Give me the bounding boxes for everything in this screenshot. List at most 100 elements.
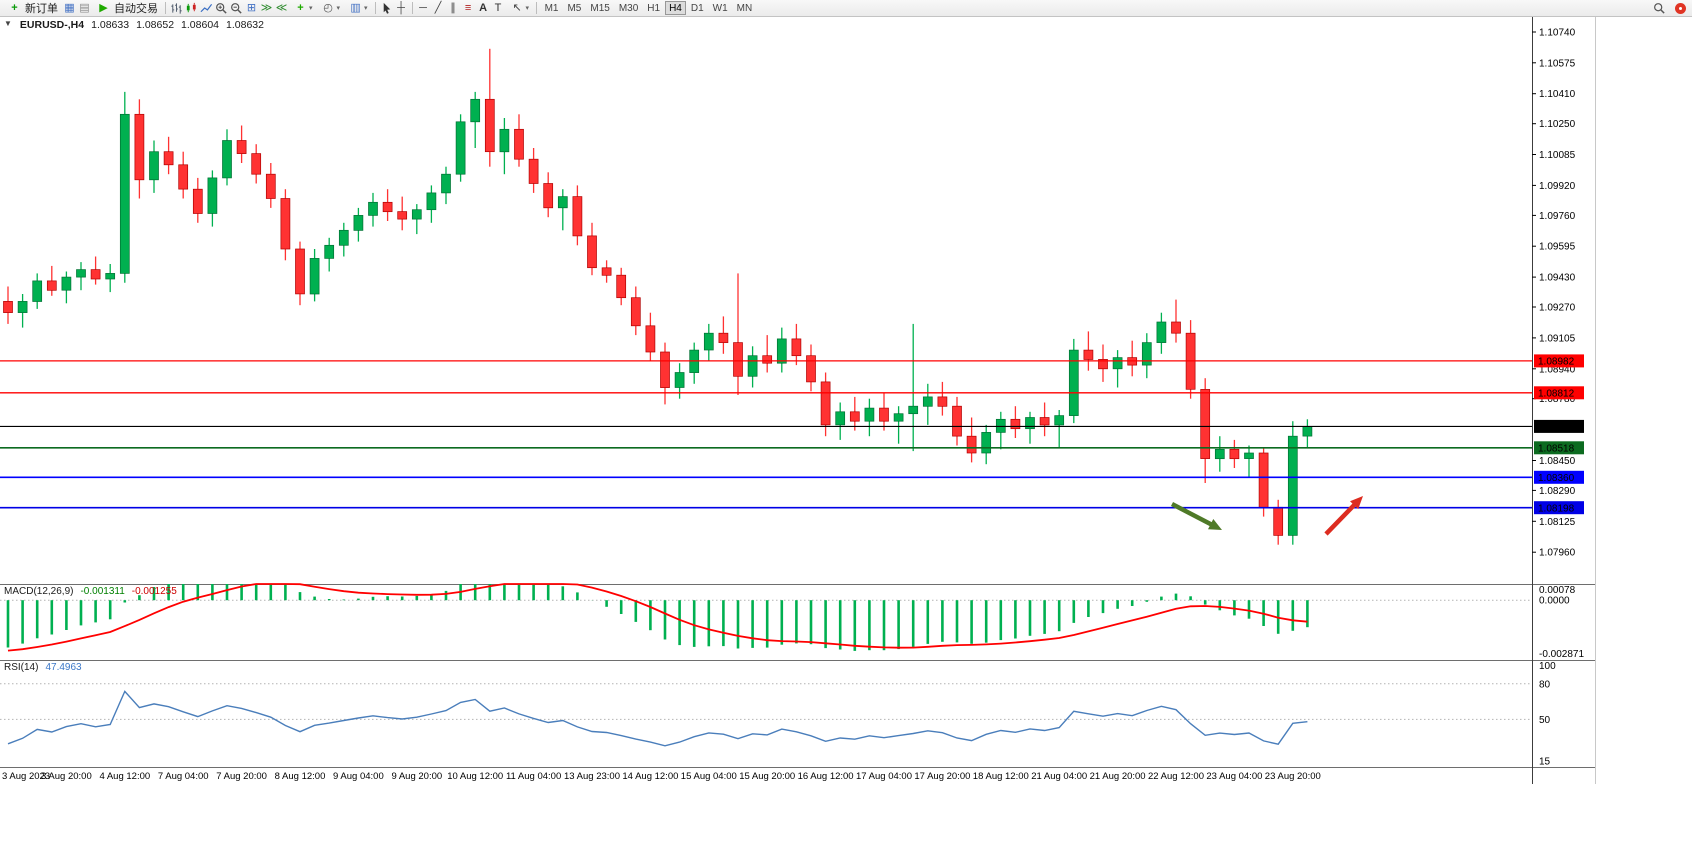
candle-body bbox=[937, 396, 948, 407]
arrow-head bbox=[1208, 519, 1222, 530]
candle-body bbox=[455, 121, 466, 175]
candle-body bbox=[601, 267, 612, 276]
tile-windows-icon[interactable]: ⊞ bbox=[246, 2, 257, 14]
price-tick-label: 1.09595 bbox=[1539, 242, 1576, 253]
timeframe-w1[interactable]: W1 bbox=[708, 1, 732, 15]
line-chart-icon[interactable] bbox=[200, 2, 213, 15]
time-axis-label: 22 Aug 12:00 bbox=[1148, 771, 1204, 782]
macd-signal-value: -0.001255 bbox=[131, 586, 177, 597]
chart-background bbox=[0, 17, 1596, 784]
rsi-axis-label: 100 bbox=[1539, 661, 1556, 672]
label-tool-icon[interactable]: T bbox=[494, 2, 502, 14]
candle-body bbox=[236, 140, 247, 154]
periods-button[interactable]: ◴ ▾ bbox=[317, 1, 345, 16]
candle-body bbox=[76, 269, 86, 278]
chart-window: 1.10740 1.10575 1.10410 1.10250 1.10085 1.099… bbox=[0, 17, 1596, 848]
shapes-button[interactable]: ↖ ▾ bbox=[506, 1, 534, 16]
price-tick-label: 1.07960 bbox=[1539, 548, 1576, 559]
timeframe-m30[interactable]: M30 bbox=[614, 1, 642, 15]
search-icon[interactable] bbox=[1653, 2, 1666, 15]
timeframe-mn[interactable]: MN bbox=[732, 1, 757, 15]
candle-body bbox=[32, 280, 43, 302]
macd-name: MACD(12,26,9) bbox=[4, 586, 74, 597]
timeframe-m1[interactable]: M1 bbox=[540, 1, 563, 15]
price-tick-label: 1.10575 bbox=[1539, 58, 1576, 69]
candle-body bbox=[922, 396, 933, 407]
rsi-label-row: RSI(14) 47.4963 bbox=[4, 662, 82, 673]
candle-body bbox=[645, 325, 656, 353]
candle-body bbox=[849, 411, 860, 422]
candle-body bbox=[1229, 448, 1240, 460]
data-window-icon[interactable]: ▤ bbox=[79, 2, 90, 14]
bar-chart-icon[interactable] bbox=[170, 2, 183, 15]
indicators-button[interactable]: + ▾ bbox=[289, 1, 317, 16]
candle-body bbox=[222, 140, 232, 179]
candle-body bbox=[1171, 321, 1181, 334]
hline-price-flag bbox=[1534, 501, 1584, 515]
zoom-out-icon[interactable] bbox=[230, 2, 243, 15]
timeframe-m5[interactable]: M5 bbox=[563, 1, 586, 15]
candle-body bbox=[835, 411, 846, 426]
time-axis-label: 15 Aug 04:00 bbox=[681, 771, 737, 782]
text-tool-icon[interactable]: A bbox=[479, 2, 488, 14]
arrow-head bbox=[1350, 496, 1363, 510]
candle-body bbox=[1083, 349, 1094, 360]
time-axis-label: 7 Aug 20:00 bbox=[216, 771, 267, 782]
candle-body bbox=[864, 407, 875, 422]
templates-button[interactable]: ▥ ▾ bbox=[344, 1, 372, 16]
new-order-label: 新订单 bbox=[25, 3, 58, 15]
candle-body bbox=[1068, 349, 1079, 416]
timeframe-h1[interactable]: H1 bbox=[643, 1, 665, 15]
candlestick-chart-icon[interactable] bbox=[185, 2, 198, 15]
candle-body bbox=[1156, 321, 1167, 343]
candle-body bbox=[251, 153, 262, 175]
candle-body bbox=[1273, 506, 1284, 536]
zoom-in-icon[interactable] bbox=[215, 2, 228, 15]
chart-window-icon[interactable]: ▦ bbox=[64, 2, 75, 14]
macd-signal-line bbox=[7, 583, 1308, 652]
one-click-trading-toggle[interactable]: ▼ bbox=[4, 19, 12, 28]
horizontal-line-icon[interactable]: ─ bbox=[419, 2, 427, 14]
new-order-button[interactable]: + 新订单 bbox=[3, 1, 62, 16]
price-axis: 1.10740 1.10575 1.10410 1.10250 1.10085 1.099… bbox=[1532, 28, 1584, 768]
candle-body bbox=[1054, 415, 1065, 426]
hline-price-label: 1.08360 bbox=[1538, 473, 1575, 484]
timeframe-m15[interactable]: M15 bbox=[586, 1, 614, 15]
candle-body bbox=[90, 269, 101, 280]
time-axis-label: 23 Aug 04:00 bbox=[1206, 771, 1262, 782]
channel-icon[interactable]: ∥ bbox=[450, 2, 456, 14]
time-axis-label: 8 Aug 12:00 bbox=[275, 771, 326, 782]
candle-body bbox=[1098, 359, 1108, 370]
candle-body bbox=[616, 274, 627, 299]
candle-body bbox=[1244, 452, 1254, 459]
time-axis-label: 3 Aug 20:00 bbox=[41, 771, 92, 782]
time-axis-label: 9 Aug 20:00 bbox=[391, 771, 442, 782]
candle-body bbox=[587, 235, 597, 269]
auto-scroll-icon[interactable]: ≫ bbox=[260, 2, 273, 14]
price-tick-label: 1.08125 bbox=[1539, 517, 1576, 528]
timeframe-h4[interactable]: H4 bbox=[664, 1, 687, 15]
fibonacci-icon[interactable]: ≡ bbox=[464, 2, 472, 14]
time-axis-label: 21 Aug 20:00 bbox=[1090, 771, 1146, 782]
timeframe-d1[interactable]: D1 bbox=[686, 1, 708, 15]
price-tick-label: 1.08940 bbox=[1539, 364, 1576, 375]
toolbar: + 新订单 ▦ ▤ ▶ 自动交易 ⊞ ≫ ≪ + ▾ ◴ ▾ ▥ ▾ ┼ bbox=[0, 0, 1692, 17]
candle-body bbox=[119, 113, 130, 274]
candle-body bbox=[353, 215, 364, 231]
candle-body bbox=[382, 201, 393, 213]
chart-shift-icon[interactable]: ≪ bbox=[275, 2, 288, 14]
toolbar-right-group bbox=[1652, 0, 1686, 16]
trendline-icon[interactable]: ╱ bbox=[434, 2, 442, 14]
notification-badge[interactable] bbox=[1675, 2, 1686, 14]
ohlc-close: 1.08632 bbox=[226, 19, 264, 31]
trend-arrow[interactable] bbox=[1324, 496, 1363, 536]
autotrading-button[interactable]: ▶ 自动交易 bbox=[92, 1, 162, 16]
candle-body bbox=[1010, 418, 1021, 430]
candle-body bbox=[557, 196, 568, 209]
chart-canvas[interactable]: 1.10740 1.10575 1.10410 1.10250 1.10085 1.099… bbox=[0, 17, 1596, 784]
trend-arrow[interactable] bbox=[1170, 502, 1222, 530]
candle-body bbox=[134, 113, 145, 181]
candle-body bbox=[338, 229, 349, 246]
crosshair-icon[interactable]: ┼ bbox=[397, 2, 405, 14]
cursor-icon[interactable] bbox=[380, 2, 393, 15]
